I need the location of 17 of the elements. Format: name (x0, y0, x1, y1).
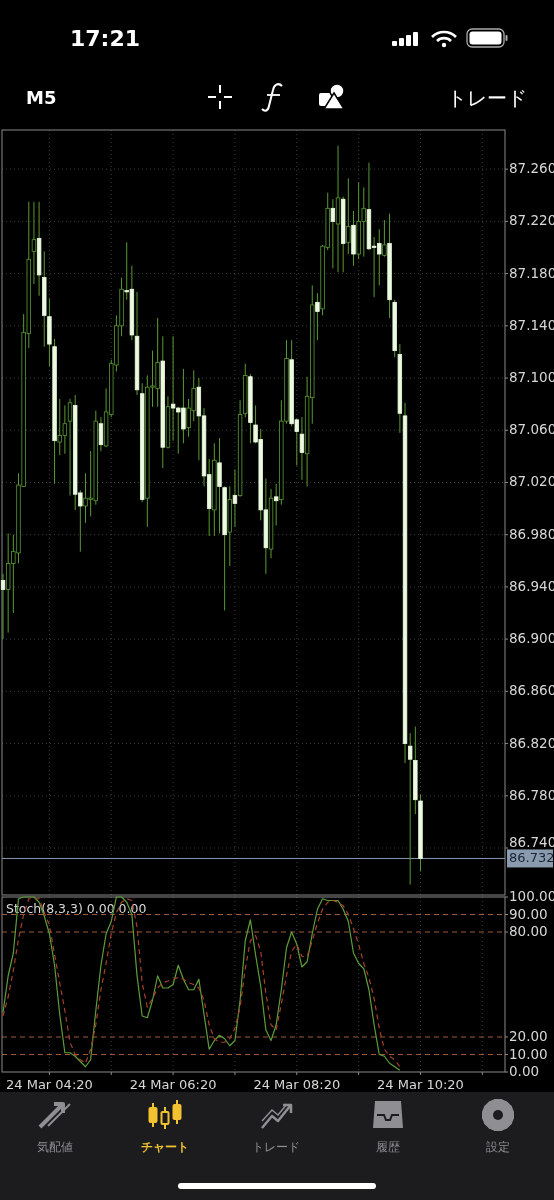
x-tick-label: 24 Mar 06:20 (129, 1077, 217, 1092)
y-tick-label: 20.00 (509, 1028, 548, 1044)
text: 気配値 (37, 1140, 73, 1154)
x-tick-label: 24 Mar 08:20 (253, 1077, 341, 1092)
x-tick-label: 24 Mar 10:20 (377, 1077, 464, 1092)
x-tick-label: 24 Mar 04:20 (6, 1077, 93, 1092)
text: 設定 (486, 1140, 510, 1154)
y-tick-label: 90.00 (509, 905, 548, 922)
y-tick-label: 0.00 (509, 1063, 540, 1079)
text: トレード (252, 1140, 300, 1154)
text: 17:21 (69, 26, 141, 51)
y-tick-label: 10.00 (509, 1045, 548, 1062)
text: トレード (447, 86, 527, 110)
y-tick-label: 80.00 (509, 923, 548, 939)
text: M5 (26, 87, 57, 108)
text: 履歴 (376, 1140, 400, 1154)
text: チャート (141, 1140, 189, 1154)
